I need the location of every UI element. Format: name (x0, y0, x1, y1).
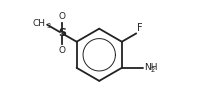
Text: NH: NH (144, 63, 157, 72)
Text: S: S (58, 28, 66, 38)
Text: F: F (137, 23, 142, 33)
Text: CH: CH (33, 19, 46, 28)
Text: O: O (59, 12, 66, 21)
Text: O: O (59, 46, 66, 55)
Text: 2: 2 (150, 67, 154, 73)
Text: 3: 3 (46, 23, 50, 29)
